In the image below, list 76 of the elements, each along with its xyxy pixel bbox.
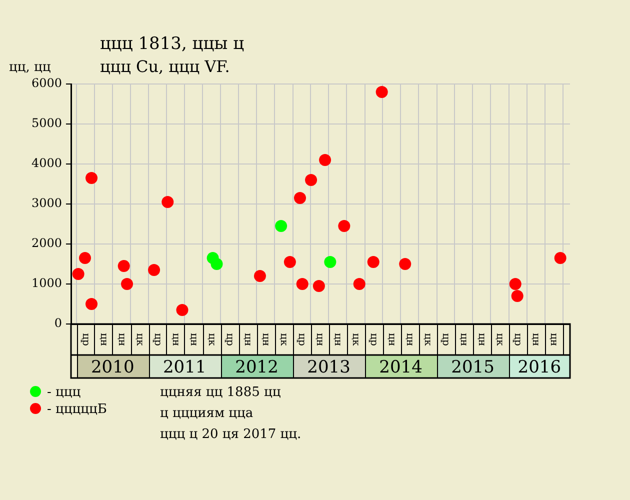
- point: [376, 86, 388, 98]
- x-tick-label: 2016: [518, 358, 562, 378]
- point: [86, 298, 98, 310]
- point: [305, 174, 318, 186]
- text: цн: [548, 332, 560, 346]
- y-tick-label: 2000: [31, 236, 62, 250]
- text: цн: [386, 332, 398, 346]
- point: [296, 278, 308, 290]
- legend-label: - цццццБ: [47, 402, 107, 417]
- point: [353, 278, 366, 290]
- point: [367, 256, 380, 268]
- text: цн: [188, 332, 199, 346]
- chart-title: ццц 1813, ццы ц: [100, 34, 244, 54]
- text: ццц ц 20 ця 2017 цц.: [160, 426, 302, 444]
- y-tick-label: 5000: [31, 116, 62, 130]
- x-tick-label: 2010: [90, 358, 134, 378]
- text: цн: [458, 332, 469, 346]
- point: [72, 268, 84, 280]
- legend-label: - ццц: [47, 385, 81, 400]
- point: [284, 256, 296, 268]
- point: [79, 252, 92, 264]
- point: [148, 264, 160, 276]
- point: [399, 258, 412, 270]
- text: цн: [476, 332, 488, 346]
- x-tick-label: 2014: [379, 358, 422, 378]
- x-tick-label: 2015: [451, 358, 494, 378]
- text: цн: [260, 332, 272, 346]
- point: [294, 192, 306, 204]
- point: [162, 196, 174, 208]
- point: [121, 278, 134, 290]
- point: [312, 280, 325, 292]
- point: [254, 270, 266, 282]
- chart-subtitle: ццц Cu, ццц VF.: [100, 57, 230, 76]
- text: цр: [440, 333, 452, 346]
- point: [176, 304, 188, 316]
- point: [118, 260, 130, 272]
- text: цр: [512, 333, 524, 346]
- y-tick-label: 3000: [31, 196, 62, 210]
- text: ццняя цц 1885 цц: [160, 384, 282, 402]
- point: [324, 256, 336, 268]
- point: [275, 220, 288, 232]
- point: [511, 290, 524, 302]
- text: цр: [368, 333, 380, 346]
- text: цк: [350, 333, 362, 347]
- text: цр: [224, 333, 236, 346]
- text: цн: [242, 332, 254, 346]
- point: [86, 172, 98, 184]
- point: [210, 258, 223, 270]
- text: цк: [278, 333, 290, 347]
- text: цн: [404, 332, 416, 346]
- point: [509, 278, 522, 290]
- text: цн: [170, 332, 181, 346]
- text: цк: [206, 333, 218, 347]
- x-tick-label: 2012: [235, 358, 278, 378]
- y-tick-label: 4000: [31, 156, 62, 170]
- text: ц ццциям цца: [160, 405, 254, 423]
- y-axis-title: цц, цц: [9, 60, 51, 75]
- text: цн: [98, 332, 109, 346]
- text: цн: [116, 332, 127, 346]
- text: цк: [494, 333, 506, 347]
- text: цк: [134, 333, 146, 347]
- x-tick-label: 2013: [307, 358, 350, 378]
- point: [554, 252, 566, 264]
- point: [319, 154, 332, 166]
- text: цн: [314, 332, 326, 346]
- text: цн: [530, 332, 542, 346]
- x-tick-label: 2011: [162, 358, 206, 378]
- text: цн: [332, 332, 344, 346]
- point: [338, 220, 350, 232]
- text: цр: [80, 333, 91, 346]
- y-tick-label: 0: [54, 316, 62, 330]
- text: цр: [152, 333, 163, 346]
- text: цр: [296, 333, 308, 346]
- y-tick-label: 1000: [31, 276, 62, 290]
- y-tick-label: 6000: [31, 76, 62, 90]
- text: цк: [422, 333, 434, 347]
